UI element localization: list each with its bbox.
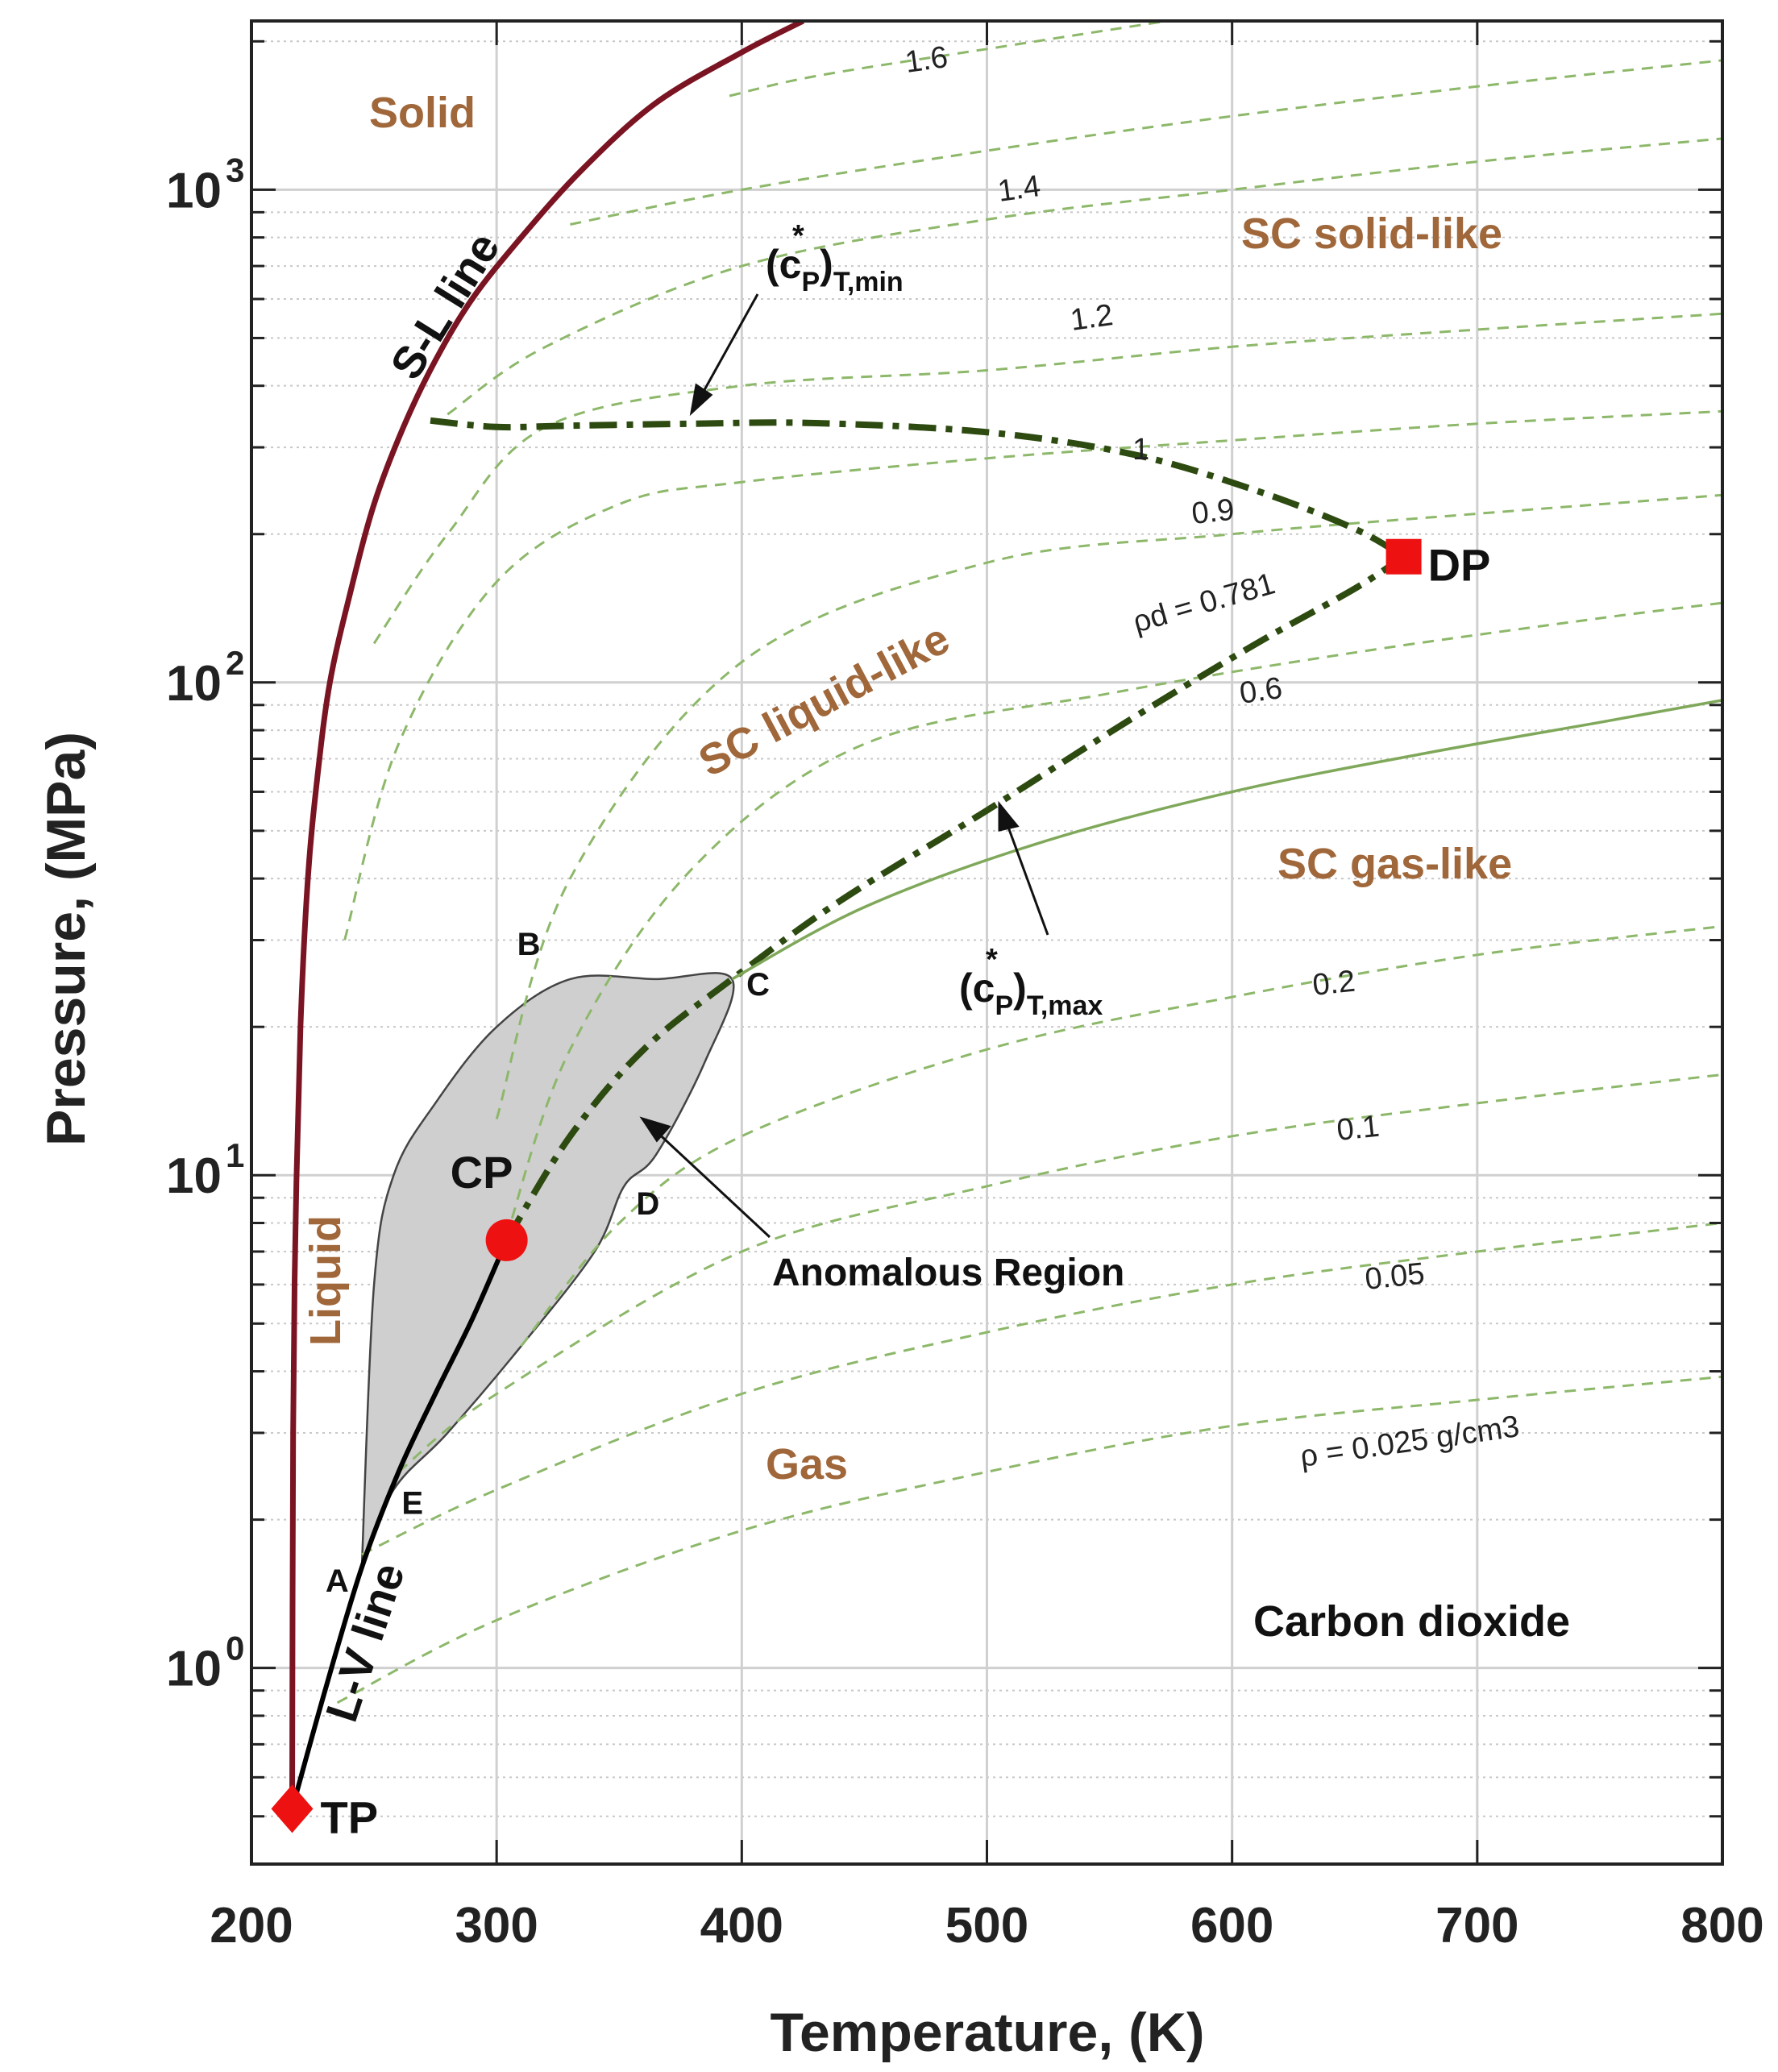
isochore-label: 0.1 (1336, 1110, 1381, 1148)
isochore-label: ρd = 0.781 (1129, 567, 1279, 639)
series-lines (289, 21, 1722, 1810)
dp-label: DP (1428, 540, 1491, 591)
isochore-line (729, 21, 1176, 98)
vertex-label-c: C (746, 967, 770, 1003)
vertex-label-a: A (326, 1563, 349, 1599)
x-tick-label: 500 (945, 1898, 1028, 1954)
substance-label: Carbon dioxide (1253, 1597, 1570, 1646)
x-tick-label: 700 (1435, 1898, 1518, 1954)
svg-text:(cP)T,min: (cP)T,min (766, 242, 904, 297)
isochore-line (372, 312, 1722, 645)
isochore-label: 0.2 (1311, 965, 1357, 1003)
point-markers: TP CP DP A B C D E (271, 538, 1491, 1842)
x-axis-label: Temperature, (K) (770, 2002, 1204, 2063)
region-label-liquid: Liquid (301, 1215, 350, 1346)
x-tick-label: 300 (455, 1898, 538, 1954)
region-label-gas: Gas (766, 1440, 848, 1489)
isochore-line (570, 59, 1722, 226)
isochore-label: 1.2 (1068, 298, 1115, 338)
vertex-label-b: B (517, 927, 541, 962)
lv-line (289, 1239, 509, 1810)
y-tick-exponent: 0 (226, 1630, 244, 1667)
svg-text:*: * (792, 219, 804, 253)
y-tick-label: 10 (166, 1642, 222, 1697)
isochore-line (495, 493, 1722, 1120)
y-axis-label: Pressure, (MPa) (35, 732, 97, 1146)
isochore-label: 1 (1132, 433, 1149, 467)
svg-text:(cP)T,max: (cP)T,max (959, 965, 1103, 1021)
anomalous-region-layer (360, 972, 735, 1568)
y-tick-label: 10 (166, 656, 222, 712)
tp-marker (271, 1784, 314, 1833)
x-tick-label: 800 (1680, 1898, 1763, 1954)
cp-label: CP (451, 1147, 513, 1198)
isochore-label: 1.4 (995, 169, 1042, 209)
x-tick-label: 600 (1190, 1898, 1273, 1954)
region-label-sc-liquid: SC liquid-like (691, 614, 957, 787)
y-tick-exponent: 2 (226, 644, 244, 682)
isochore-label: ρ = 0.025 g/cm3 (1298, 1410, 1521, 1474)
y-tick-label: 10 (166, 1148, 222, 1204)
sl-line (289, 21, 804, 1809)
region-label-sc-solid: SC solid-like (1241, 210, 1502, 258)
sl-line-label: S-L line (380, 223, 509, 388)
x-tick-label: 400 (700, 1898, 783, 1954)
isochore-line (505, 601, 1722, 1238)
isochore-label: 1.6 (903, 40, 949, 80)
region-label-sc-gas: SC gas-like (1277, 840, 1512, 888)
y-tick-exponent: 3 (226, 151, 244, 189)
isochore-line (343, 409, 1722, 940)
cp-max-label: (cP)T,max * (959, 943, 1103, 1021)
isochore-label: 0.05 (1364, 1256, 1427, 1297)
dp-marker (1385, 538, 1422, 575)
vertex-label-e: E (401, 1486, 423, 1522)
isochore-line (361, 1222, 1722, 1556)
cp-max-line (504, 554, 1406, 1242)
isochore-label: 0.9 (1190, 493, 1236, 531)
anomalous-region-label: Anomalous Region (772, 1252, 1124, 1294)
isochore-line (447, 137, 1722, 416)
tp-label: TP (320, 1792, 378, 1842)
cp-marker (485, 1219, 528, 1261)
isochore-lines (336, 21, 1722, 1705)
isochore-line (336, 1375, 1722, 1705)
isochore-line (520, 924, 1722, 1347)
annotation-arrows (639, 293, 1049, 1239)
vertex-label-d: D (636, 1186, 659, 1222)
y-tick-exponent: 1 (226, 1136, 244, 1174)
anomalous-region (360, 972, 735, 1568)
isochore-line (397, 1073, 1722, 1473)
y-tick-label: 10 (166, 163, 222, 218)
cp-min-label: (cP)T,min * (766, 219, 904, 297)
critical-isochore-line (731, 699, 1722, 981)
cp-min-line (430, 417, 1406, 560)
x-tick-label: 200 (210, 1898, 293, 1954)
svg-text:*: * (986, 943, 998, 977)
region-label-solid: Solid (369, 89, 476, 137)
isochore-label: 0.6 (1237, 671, 1284, 711)
